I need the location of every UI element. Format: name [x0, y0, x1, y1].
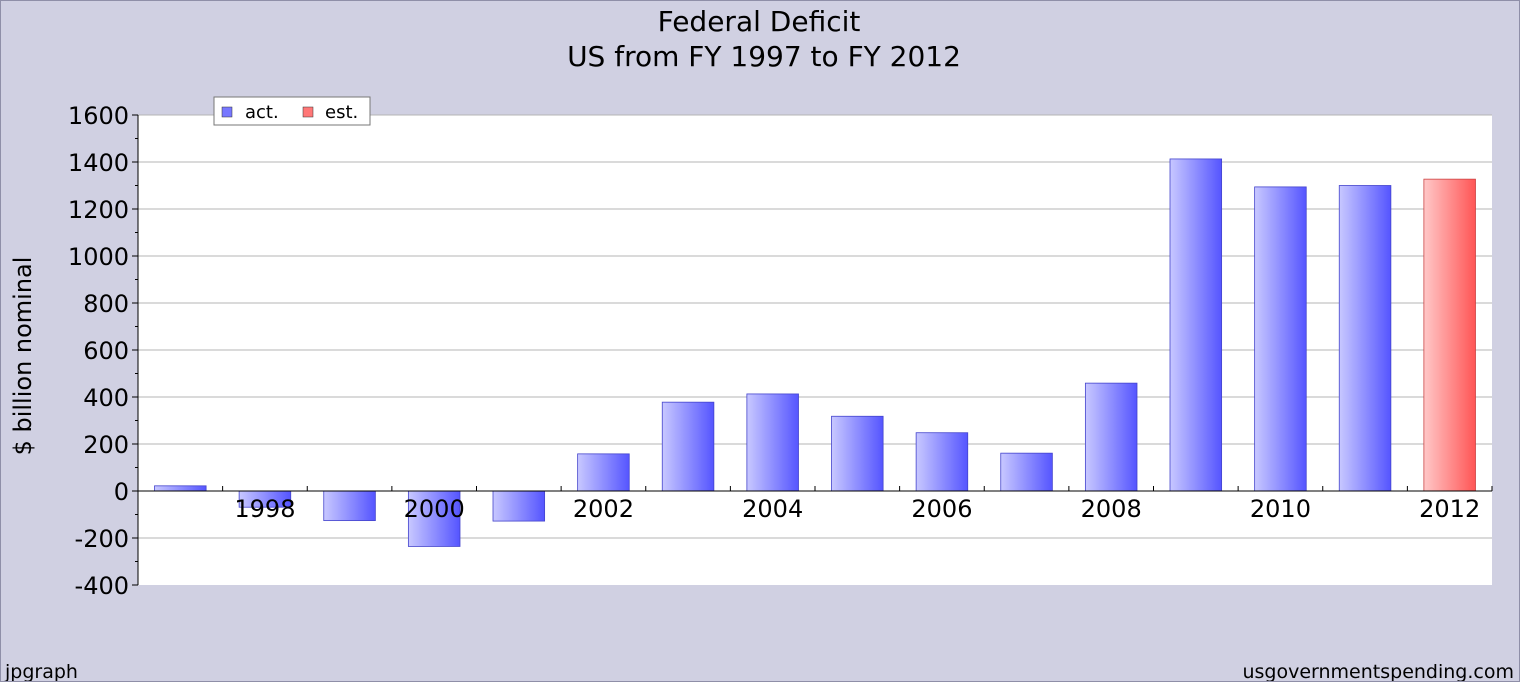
y-tick-label: 800	[83, 290, 129, 318]
y-axis: -400 -200 0 200 400 600 800 1000 1200 1400 1600	[68, 102, 139, 600]
legend: act. est.	[213, 96, 371, 126]
y-tick-label: -400	[75, 572, 129, 600]
legend-swatch-est	[302, 106, 314, 118]
bar-2009	[1169, 158, 1223, 492]
x-tick-label: 2012	[1419, 495, 1480, 523]
chart-title: Federal Deficit	[658, 5, 861, 38]
bar-1997	[154, 485, 207, 492]
x-tick-label: 2010	[1250, 495, 1311, 523]
y-tick-label: 1600	[68, 102, 129, 130]
x-tick-label: 2004	[742, 495, 803, 523]
legend-box	[213, 96, 371, 126]
chart-subtitle: US from FY 1997 to FY 2012	[567, 40, 961, 73]
bar-2002	[577, 453, 630, 492]
bar-1999	[323, 490, 376, 522]
bar-2011	[1338, 185, 1392, 492]
footer-right-credit: usgovernmentspending.com	[1242, 661, 1514, 681]
x-tick-label: 2008	[1081, 495, 1142, 523]
bar-2004	[746, 393, 799, 492]
legend-swatch-act	[221, 106, 233, 118]
bars-group	[154, 158, 1476, 547]
y-tick-label: 400	[83, 384, 129, 412]
y-tick-label: -200	[75, 525, 129, 553]
bar-2008	[1084, 382, 1138, 492]
y-tick-label: 1200	[68, 196, 129, 224]
y-tick-label: 200	[83, 431, 129, 459]
x-tick-label: 2000	[404, 495, 465, 523]
bar-2005	[831, 415, 884, 492]
bar-2010	[1254, 186, 1307, 492]
legend-label-est: est.	[325, 102, 358, 123]
x-tick-label: 1998	[234, 495, 295, 523]
y-tick-label: 0	[114, 478, 129, 506]
x-axis: 1998 2000 2002 2004 2006 2008 2010 2012	[137, 486, 1493, 523]
legend-label-act: act.	[245, 102, 279, 123]
bar-2003	[661, 401, 715, 492]
y-tick-label: 1000	[68, 243, 129, 271]
bar-2000	[407, 490, 461, 547]
bar-2006	[915, 432, 969, 492]
bar-2001	[492, 490, 546, 522]
x-tick-label: 2006	[911, 495, 972, 523]
bar-2007	[1000, 452, 1053, 492]
y-axis-label: $ billion nominal	[9, 257, 37, 456]
y-tick-label: 1400	[68, 149, 129, 177]
footer-left-credit: jpgraph	[4, 661, 78, 681]
bar-2012	[1423, 178, 1476, 492]
x-tick-label: 2002	[573, 495, 634, 523]
y-tick-label: 600	[83, 337, 129, 365]
